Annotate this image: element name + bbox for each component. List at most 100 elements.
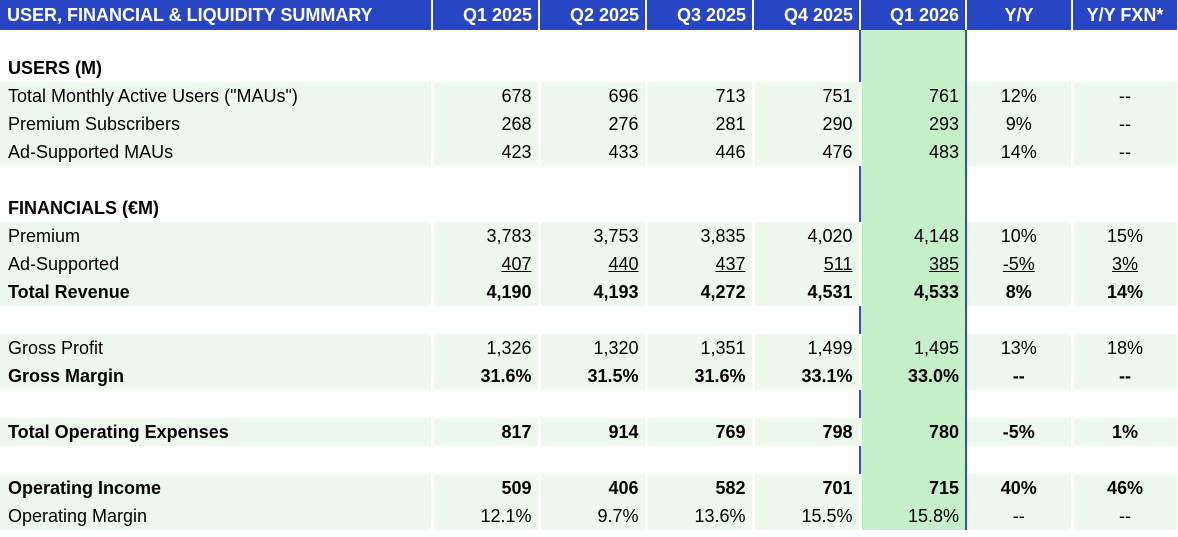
row-label: Gross Profit (0, 334, 434, 362)
cell: 268 (432, 110, 541, 138)
cell: -5% (1002, 253, 1035, 274)
cell: 437 (715, 253, 746, 274)
spacer-row (0, 390, 1178, 418)
col-header-q4-2025: Q4 2025 (753, 0, 861, 30)
cell: 13.6% (646, 502, 755, 530)
cell: -5% (966, 418, 1074, 446)
table-row: Premium 3,783 3,753 3,835 4,020 4,148 10… (0, 222, 1178, 250)
cell: 1,351 (646, 334, 755, 362)
cell: 4,531 (753, 278, 862, 306)
cell: 13% (966, 334, 1074, 362)
cell: 713 (646, 82, 755, 110)
cell: 798 (753, 418, 862, 446)
row-label: Ad-Supported MAUs (0, 138, 434, 166)
row-label: Total Revenue (0, 278, 434, 306)
table-row: Total Operating Expenses 817 914 769 798… (0, 418, 1178, 446)
cell: -- (1072, 362, 1178, 390)
cell: 715 (859, 474, 967, 502)
col-header-q1-2025: Q1 2025 (432, 0, 540, 30)
cell: -- (966, 362, 1074, 390)
cell: 4,020 (753, 222, 862, 250)
section-title-users: USERS (M) (8, 57, 102, 78)
cell: 276 (539, 110, 648, 138)
row-label: Gross Margin (0, 362, 434, 390)
cell: 446 (646, 138, 755, 166)
table-row: Ad-Supported MAUs 423 433 446 476 483 14… (0, 138, 1178, 166)
table-row: Premium Subscribers 268 276 281 290 293 … (0, 110, 1178, 138)
cell: 4,193 (539, 278, 648, 306)
cell: 281 (646, 110, 755, 138)
row-label: Total Operating Expenses (0, 418, 434, 446)
cell: 293 (859, 110, 967, 138)
cell: 696 (539, 82, 648, 110)
cell: 31.6% (646, 362, 755, 390)
row-label: Operating Income (0, 474, 434, 502)
cell: 1,499 (753, 334, 862, 362)
table-title: USER, FINANCIAL & LIQUIDITY SUMMARY (0, 0, 433, 30)
section-header-users: USERS (M) (0, 54, 1178, 82)
cell: 3,753 (539, 222, 648, 250)
cell: 509 (432, 474, 541, 502)
cell: 9.7% (539, 502, 648, 530)
table-row: Operating Income 509 406 582 701 715 40%… (0, 474, 1178, 502)
table-row: Operating Margin 12.1% 9.7% 13.6% 15.5% … (0, 502, 1178, 530)
cell: -- (1072, 82, 1178, 110)
cell: 769 (646, 418, 755, 446)
cell: 407 (501, 253, 532, 274)
cell: -- (966, 502, 1074, 530)
cell: 1,320 (539, 334, 648, 362)
cell: 406 (539, 474, 648, 502)
cell: 4,190 (432, 278, 541, 306)
cell: 582 (646, 474, 755, 502)
row-label: Ad-Supported (0, 250, 434, 278)
cell: 780 (859, 418, 967, 446)
row-label: Premium Subscribers (0, 110, 434, 138)
cell: 483 (859, 138, 967, 166)
cell: 914 (539, 418, 648, 446)
cell: 1,495 (859, 334, 967, 362)
cell: 4,533 (859, 278, 967, 306)
table-row: Ad-Supported 407 440 437 511 385 -5% 3% (0, 250, 1178, 278)
spacer-row (0, 306, 1178, 334)
cell: 701 (753, 474, 862, 502)
cell: 751 (753, 82, 862, 110)
cell: 4,148 (859, 222, 967, 250)
cell: -- (1072, 502, 1178, 530)
row-label: Premium (0, 222, 434, 250)
section-title-financials: FINANCIALS (€M) (8, 197, 159, 218)
spacer-row (0, 446, 1178, 474)
cell: 33.1% (753, 362, 862, 390)
cell: 14% (1072, 278, 1178, 306)
cell: 18% (1072, 334, 1178, 362)
cell: 31.5% (539, 362, 648, 390)
cell: -- (1072, 110, 1178, 138)
spacer-row (0, 30, 1178, 54)
table-row: Total Monthly Active Users ("MAUs") 678 … (0, 82, 1178, 110)
cell: 3,835 (646, 222, 755, 250)
cell: 14% (966, 138, 1074, 166)
table-row: Total Revenue 4,190 4,193 4,272 4,531 4,… (0, 278, 1178, 306)
table-row: Gross Margin 31.6% 31.5% 31.6% 33.1% 33.… (0, 362, 1178, 390)
header-row: USER, FINANCIAL & LIQUIDITY SUMMARY Q1 2… (0, 0, 1178, 30)
cell: 12% (966, 82, 1074, 110)
cell: 10% (966, 222, 1074, 250)
cell: 3,783 (432, 222, 541, 250)
cell: 440 (608, 253, 639, 274)
col-header-q1-2026: Q1 2026 (860, 0, 967, 30)
cell: 678 (432, 82, 541, 110)
col-header-q2-2025: Q2 2025 (539, 0, 647, 30)
spacer-row (0, 166, 1178, 194)
cell: 15.8% (859, 502, 967, 530)
cell: 761 (859, 82, 967, 110)
cell: 12.1% (432, 502, 541, 530)
cell: 385 (928, 253, 959, 274)
cell: 290 (753, 110, 862, 138)
cell: 476 (753, 138, 862, 166)
cell: 8% (966, 278, 1074, 306)
cell: 817 (432, 418, 541, 446)
cell: 433 (539, 138, 648, 166)
cell: 4,272 (646, 278, 755, 306)
cell: 33.0% (859, 362, 967, 390)
col-header-q3-2025: Q3 2025 (646, 0, 754, 30)
